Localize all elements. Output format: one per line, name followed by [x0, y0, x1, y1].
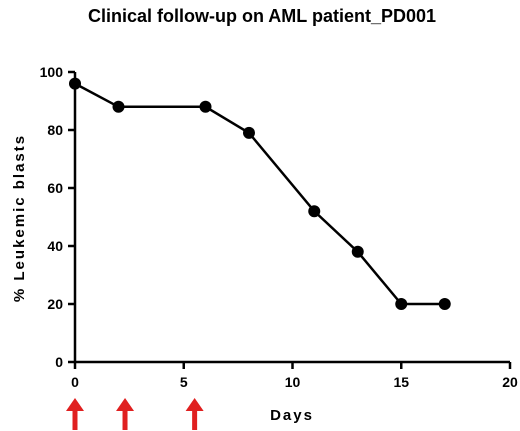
data-series: [69, 77, 451, 310]
x-tick-label: 15: [393, 374, 409, 390]
y-tick-label: 60: [47, 180, 63, 196]
y-tick-label: 100: [40, 64, 64, 80]
y-tick-label: 0: [55, 354, 63, 370]
series-line: [74, 82, 445, 306]
chart-title: Clinical follow-up on AML patient_PD001: [88, 6, 436, 26]
data-point: [395, 298, 408, 310]
treatment-arrow-icon: [66, 398, 84, 430]
axes: [73, 72, 510, 364]
arrow-shaft: [192, 408, 198, 430]
arrow-shaft: [72, 408, 78, 430]
x-tick-label: 20: [502, 374, 518, 390]
x-axis-label: Days: [270, 407, 314, 424]
data-point: [308, 205, 321, 218]
treatment-arrow-icon: [185, 398, 204, 430]
arrow-head: [116, 398, 135, 411]
arrow-shaft: [122, 408, 128, 430]
y-tick-label: 40: [47, 238, 63, 254]
data-point: [112, 100, 125, 113]
data-point: [351, 245, 364, 258]
arrow-head: [185, 398, 204, 411]
ticks: 0 20 40 60 80 100 0 5 10 15 20: [40, 64, 518, 390]
x-tick-label: 0: [71, 374, 79, 390]
data-point: [199, 100, 212, 113]
data-point: [438, 298, 451, 310]
treatment-arrow-icon: [116, 398, 135, 430]
x-tick-label: 10: [285, 374, 301, 390]
data-point: [243, 126, 255, 139]
data-point: [69, 77, 81, 90]
y-tick-label: 80: [47, 122, 63, 138]
y-axis-label: % Leukemic blasts: [11, 134, 28, 302]
treatment-arrows: [66, 398, 204, 430]
x-tick-label: 5: [180, 374, 188, 390]
y-tick-label: 20: [47, 296, 63, 312]
arrow-head: [66, 398, 84, 411]
